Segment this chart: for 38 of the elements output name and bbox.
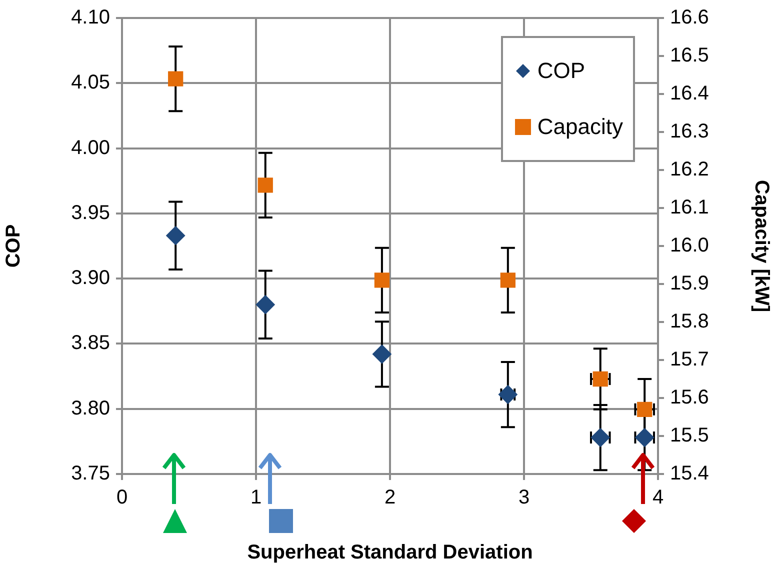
- y-tick-label: 3.80: [71, 397, 110, 420]
- y2-tick-label: 16.4: [670, 82, 709, 105]
- point: [372, 344, 392, 364]
- point: [256, 295, 275, 314]
- legend-label: Capacity: [537, 114, 623, 140]
- legend-label: COP: [537, 58, 586, 84]
- point: [500, 272, 516, 288]
- y-tick-label: 4.00: [71, 136, 110, 159]
- x-tick-label: 4: [652, 486, 664, 509]
- x-tick-label: 2: [384, 486, 396, 509]
- y2-tick-label: 16.0: [670, 234, 709, 257]
- y2-tick-label: 16.6: [670, 6, 709, 29]
- y-tick-label: 3.90: [71, 267, 110, 290]
- y2-tick-label: 15.9: [670, 272, 709, 295]
- x-tick-label: 1: [250, 486, 262, 509]
- y2-tick-label: 15.7: [670, 348, 709, 371]
- y-tick-label: 3.75: [71, 462, 110, 485]
- point: [168, 71, 184, 86]
- y2-tick-label: 15.4: [670, 462, 709, 485]
- x-tick-label: 0: [116, 486, 128, 509]
- point: [166, 226, 186, 246]
- y2-tick-label: 15.8: [670, 310, 709, 333]
- y2-tick-label: 15.5: [670, 424, 709, 447]
- y2-tick-label: 15.6: [670, 386, 709, 409]
- y-tick-label: 4.05: [71, 72, 110, 94]
- y-tick-label: 3.85: [71, 332, 110, 354]
- y-axis-title: COP: [2, 224, 25, 268]
- y2-axis-title: Capacity [kW]: [750, 180, 772, 312]
- y-tick-label: 3.95: [71, 202, 110, 224]
- y2-tick-label: 16.1: [670, 196, 709, 219]
- y2-tick-label: 16.2: [670, 158, 709, 181]
- y-tick-label: 4.10: [71, 6, 110, 29]
- x-axis-title: Superheat Standard Deviation: [247, 542, 533, 564]
- point: [258, 178, 273, 193]
- point: [374, 272, 390, 288]
- x-tick-label: 3: [518, 486, 530, 509]
- y2-tick-label: 16.5: [670, 44, 709, 67]
- y2-tick-label: 16.3: [670, 120, 709, 143]
